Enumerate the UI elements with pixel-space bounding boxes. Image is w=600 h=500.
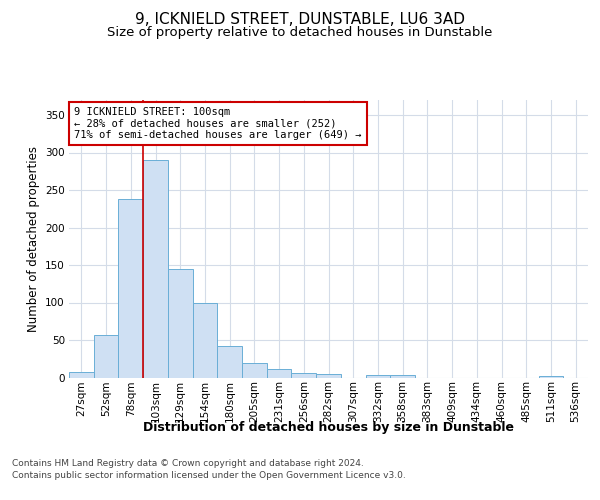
Bar bbox=[217, 346, 242, 378]
Bar bbox=[390, 374, 415, 378]
Bar bbox=[69, 372, 94, 378]
Text: Contains HM Land Registry data © Crown copyright and database right 2024.: Contains HM Land Registry data © Crown c… bbox=[12, 458, 364, 468]
Text: Contains public sector information licensed under the Open Government Licence v3: Contains public sector information licen… bbox=[12, 471, 406, 480]
Bar bbox=[168, 269, 193, 378]
Bar bbox=[242, 362, 267, 378]
Bar bbox=[143, 160, 168, 378]
Bar bbox=[118, 199, 143, 378]
Bar bbox=[365, 374, 390, 378]
Text: 9 ICKNIELD STREET: 100sqm
← 28% of detached houses are smaller (252)
71% of semi: 9 ICKNIELD STREET: 100sqm ← 28% of detac… bbox=[74, 107, 362, 140]
Bar bbox=[193, 302, 217, 378]
Bar bbox=[539, 376, 563, 378]
Text: Distribution of detached houses by size in Dunstable: Distribution of detached houses by size … bbox=[143, 421, 514, 434]
Y-axis label: Number of detached properties: Number of detached properties bbox=[26, 146, 40, 332]
Bar bbox=[292, 373, 316, 378]
Bar bbox=[316, 374, 341, 378]
Text: Size of property relative to detached houses in Dunstable: Size of property relative to detached ho… bbox=[107, 26, 493, 39]
Bar bbox=[267, 368, 292, 378]
Bar bbox=[94, 335, 118, 378]
Text: 9, ICKNIELD STREET, DUNSTABLE, LU6 3AD: 9, ICKNIELD STREET, DUNSTABLE, LU6 3AD bbox=[135, 12, 465, 28]
